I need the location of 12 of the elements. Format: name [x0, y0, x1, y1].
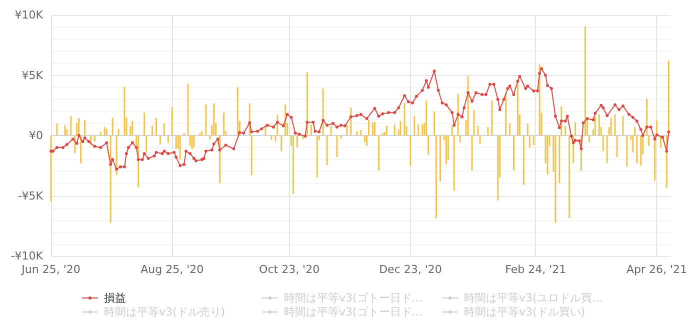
y-tick-label: ¥10K: [14, 8, 44, 22]
x-tick-label: Feb 24, '21: [505, 263, 566, 276]
legend-label: 損益: [104, 292, 126, 304]
y-tick-label: ¥0: [29, 129, 43, 142]
x-tick-label: Aug 25, '20: [140, 263, 204, 276]
x-tick-label: Apr 26, '21: [626, 263, 688, 276]
y-tick-label: -¥5K: [18, 189, 44, 202]
y-tick-label: ¥5K: [22, 68, 44, 82]
y-tick-label: -¥10K: [10, 250, 44, 262]
x-tick-label: Jun 25, '20: [20, 263, 80, 276]
x-tick-label: Oct 23, '20: [259, 263, 320, 276]
x-tick-label: Dec 23, '20: [379, 263, 442, 276]
